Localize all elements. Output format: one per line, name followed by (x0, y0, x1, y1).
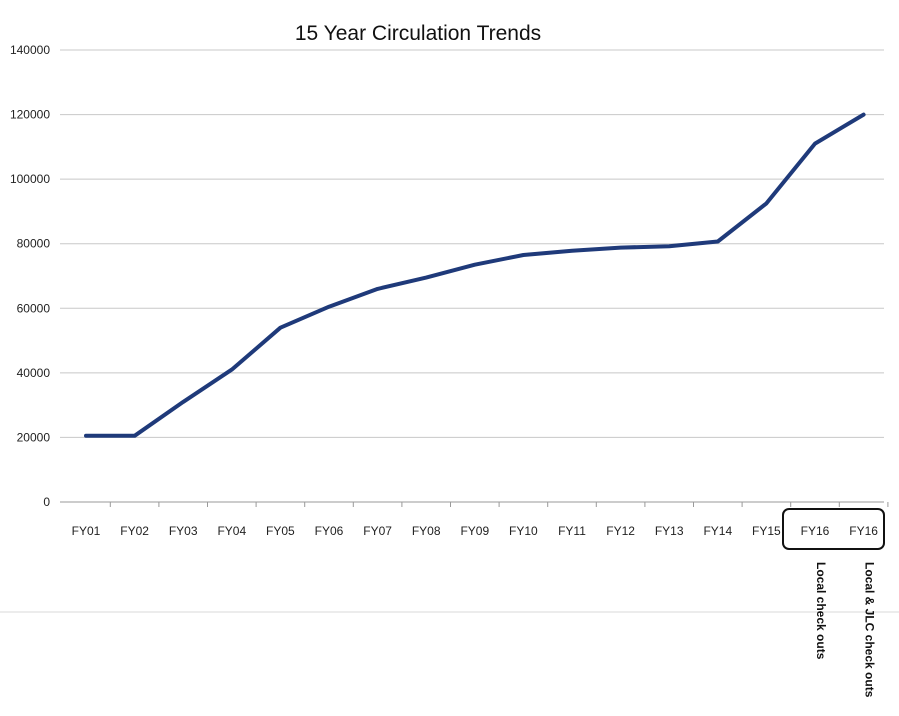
y-tick-label: 40000 (17, 366, 51, 380)
data-point (570, 249, 574, 253)
data-point (764, 201, 768, 205)
data-point (327, 305, 331, 309)
y-axis-ticks: 0 20000 40000 60000 80000 100000 120000 140000 (10, 43, 50, 509)
x-tick-label: FY09 (460, 524, 489, 538)
y-tick-label: 20000 (17, 430, 51, 444)
y-tick-label: 80000 (17, 237, 51, 251)
data-point (473, 263, 477, 267)
x-tick-label: FY01 (72, 524, 101, 538)
x-tick-label: FY15 (752, 524, 781, 538)
annotation-label: Local check outs (814, 562, 828, 660)
data-point (813, 142, 817, 146)
data-point (667, 244, 671, 248)
x-tick-label: FY05 (266, 524, 295, 538)
data-point (133, 434, 137, 438)
x-tick-label: FY14 (703, 524, 732, 538)
fy16-highlight-box (782, 508, 885, 550)
data-point (84, 434, 88, 438)
x-tick-label: FY16 (849, 524, 878, 538)
x-tick-label: FY13 (655, 524, 684, 538)
x-axis-ticks: FY01 FY02 FY03 FY04 FY05 FY06 FY07 FY08 FY09 FY10… (72, 502, 889, 538)
x-tick-label: FY11 (558, 524, 586, 538)
x-tick-label: FY07 (363, 524, 392, 538)
x-tick-label: FY10 (509, 524, 538, 538)
data-point (376, 287, 380, 291)
annotation-label: Local & JLC check outs (863, 562, 877, 698)
y-tick-label: 0 (43, 495, 50, 509)
gridlines (60, 49, 884, 503)
series-layer (84, 112, 866, 438)
data-point (521, 253, 525, 257)
x-tick-label: FY12 (606, 524, 635, 538)
y-tick-label: 100000 (10, 172, 50, 186)
series-line (84, 112, 866, 438)
data-point (619, 246, 623, 250)
data-point (181, 400, 185, 404)
x-tick-label: FY08 (412, 524, 441, 538)
annotations: Local check outs Local & JLC check outs (814, 562, 877, 698)
data-point (716, 239, 720, 243)
x-tick-label: FY06 (315, 524, 344, 538)
x-tick-label: FY02 (120, 524, 149, 538)
x-tick-label: FY03 (169, 524, 198, 538)
data-point (230, 368, 234, 372)
x-tick-label: FY16 (801, 524, 830, 538)
chart-title: 15 Year Circulation Trends (295, 22, 541, 45)
data-point (424, 276, 428, 280)
data-point (862, 113, 866, 117)
x-tick-label: FY04 (217, 524, 246, 538)
y-tick-label: 120000 (10, 108, 50, 122)
data-point (278, 326, 282, 330)
y-tick-label: 60000 (17, 301, 51, 315)
y-tick-label: 140000 (10, 43, 50, 57)
